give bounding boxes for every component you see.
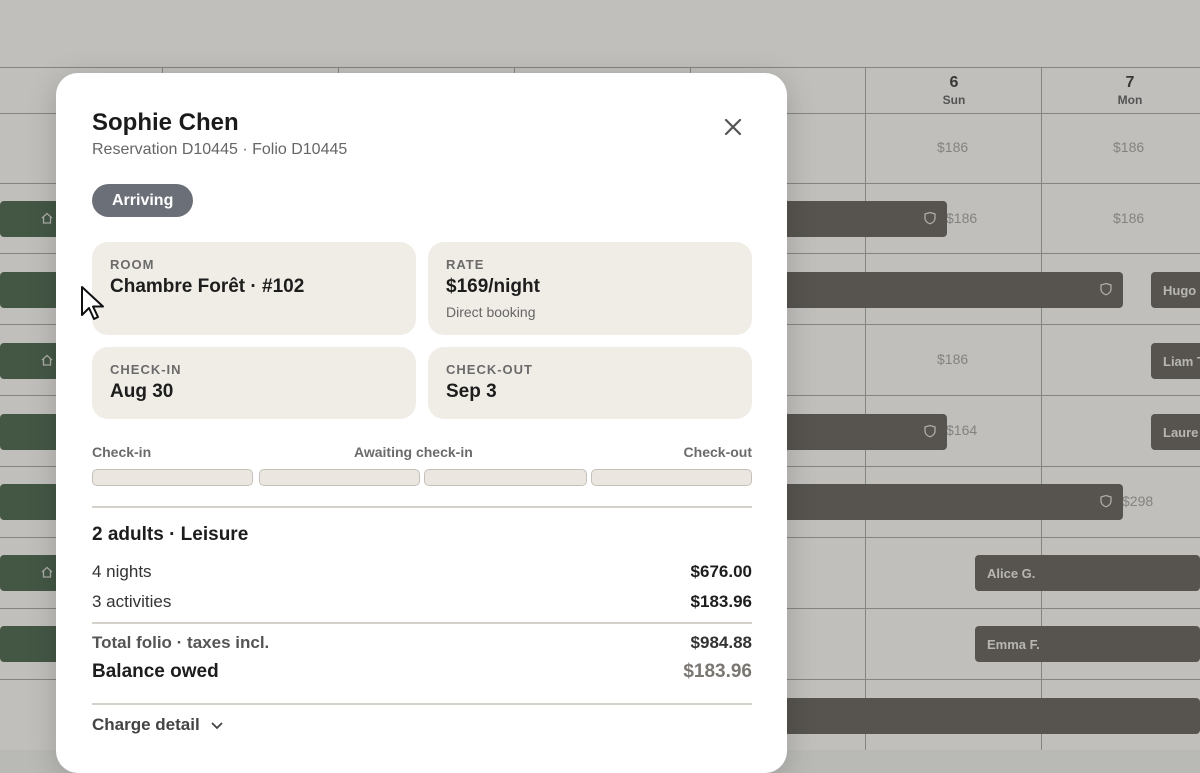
divider <box>92 506 752 508</box>
booking-bar[interactable] <box>760 698 1200 734</box>
day-weekday: Sun <box>942 93 966 107</box>
folio-total-amount: $984.88 <box>690 633 752 652</box>
status-badge: Arriving <box>92 184 194 217</box>
shield-icon <box>924 211 936 225</box>
rate-label: RATE <box>446 257 485 272</box>
guest-summary: 2 adults · Leisure <box>92 524 249 545</box>
divider <box>92 703 752 705</box>
folio-line-amount: $183.96 <box>690 592 752 611</box>
room-card: ROOM Chambre Forêt · #102 <box>92 242 416 335</box>
grid-line <box>0 67 1200 68</box>
folio-line: 4 nights $676.00 <box>92 562 752 582</box>
booking-bar[interactable] <box>0 626 60 662</box>
balance-amount: $183.96 <box>683 661 752 682</box>
progress-current-label: Awaiting check-in <box>354 444 473 460</box>
booking-bar[interactable]: Laure <box>1151 414 1200 450</box>
booking-bar[interactable] <box>760 272 1123 308</box>
booking-guest: Hugo <box>1163 282 1197 298</box>
rate-cell: $186 <box>937 351 969 367</box>
folio-line-label: 4 nights <box>92 562 152 581</box>
progress-segment <box>259 469 420 486</box>
folio-line: 3 activities $183.96 <box>92 592 752 612</box>
rate-cell: $164 <box>946 422 978 438</box>
charge-detail-toggle[interactable]: Charge detail <box>92 715 224 735</box>
booking-bar[interactable] <box>760 414 947 450</box>
checkout-value: Sep 3 <box>446 381 497 402</box>
shield-icon <box>1100 494 1112 508</box>
progress-segment <box>92 469 253 486</box>
booking-bar[interactable]: Liam T <box>1151 343 1200 379</box>
room-value: Chambre Forêt · #102 <box>110 276 305 297</box>
day-header-mon: 7 Mon <box>1042 74 1200 107</box>
rate-cell: $186 <box>1113 210 1145 226</box>
divider <box>92 622 752 624</box>
folio-total-label: Total folio · taxes incl. <box>92 633 270 652</box>
folio-line-label: 3 activities <box>92 592 172 611</box>
booking-bar[interactable] <box>760 201 947 237</box>
checkin-label: CHECK-IN <box>110 362 182 377</box>
booking-bar[interactable] <box>0 272 60 308</box>
rate-cell: $186 <box>946 210 978 226</box>
progress-start-label: Check-in <box>92 444 152 460</box>
grid-line <box>1041 67 1042 750</box>
checkin-value: Aug 30 <box>110 381 174 402</box>
booking-guest: Emma F. <box>987 636 1040 652</box>
folio-line-amount: $676.00 <box>690 562 752 581</box>
charge-detail-label: Charge detail <box>92 715 200 734</box>
booking-guest: Laure <box>1163 424 1199 440</box>
home-icon <box>41 212 53 224</box>
booking-guest: Liam T <box>1163 353 1200 369</box>
rate-card: RATE $169/night Direct booking <box>428 242 752 335</box>
progress-segment <box>591 469 752 486</box>
shield-icon <box>924 424 936 438</box>
booking-bar[interactable] <box>0 343 60 379</box>
day-weekday: Mon <box>1117 93 1143 107</box>
close-icon[interactable] <box>720 114 746 140</box>
chevron-down-icon <box>212 722 223 729</box>
grid-line <box>865 67 866 750</box>
checkout-label: CHECK-OUT <box>446 362 533 377</box>
booking-bar[interactable]: Alice G. <box>975 555 1200 591</box>
shield-icon <box>1100 282 1112 296</box>
booking-bar[interactable]: Emma F. <box>975 626 1200 662</box>
booking-bar[interactable] <box>760 484 1123 520</box>
booking-guest: Alice G. <box>987 565 1036 581</box>
booking-bar[interactable]: Hugo <box>1151 272 1200 308</box>
reservation-modal: Sophie Chen Reservation D10445 · Folio D… <box>56 73 787 773</box>
reservation-subtitle: Reservation D10445 · Folio D10445 <box>92 141 348 158</box>
rate-cell: $298 <box>1122 493 1154 509</box>
rate-cell: $186 <box>1113 139 1145 155</box>
room-label: ROOM <box>110 257 155 272</box>
home-icon <box>41 566 53 578</box>
checkin-card: CHECK-IN Aug 30 <box>92 347 416 419</box>
progress-end-label: Check-out <box>683 444 752 460</box>
booking-bar[interactable] <box>0 201 60 237</box>
rate-source: Direct booking <box>446 304 536 320</box>
booking-bar[interactable] <box>0 555 60 591</box>
rate-value: $169/night <box>446 276 540 297</box>
day-number: 7 <box>1125 74 1135 91</box>
progress-segment <box>424 469 587 486</box>
guest-name: Sophie Chen <box>92 109 239 136</box>
checkout-card: CHECK-OUT Sep 3 <box>428 347 752 419</box>
day-number: 6 <box>949 74 959 91</box>
day-header-sun: 6 Sun <box>866 74 1042 107</box>
rate-cell: $186 <box>937 139 969 155</box>
progress-labels: Check-in Awaiting check-in Check-out <box>92 444 752 462</box>
booking-bar[interactable] <box>0 414 60 450</box>
mouse-pointer-icon <box>81 286 104 320</box>
home-icon <box>41 354 53 366</box>
balance-owed: Balance owed $183.96 <box>92 661 752 683</box>
folio-total: Total folio · taxes incl. $984.88 <box>92 633 752 653</box>
booking-bar[interactable] <box>0 484 60 520</box>
balance-label: Balance owed <box>92 661 219 682</box>
